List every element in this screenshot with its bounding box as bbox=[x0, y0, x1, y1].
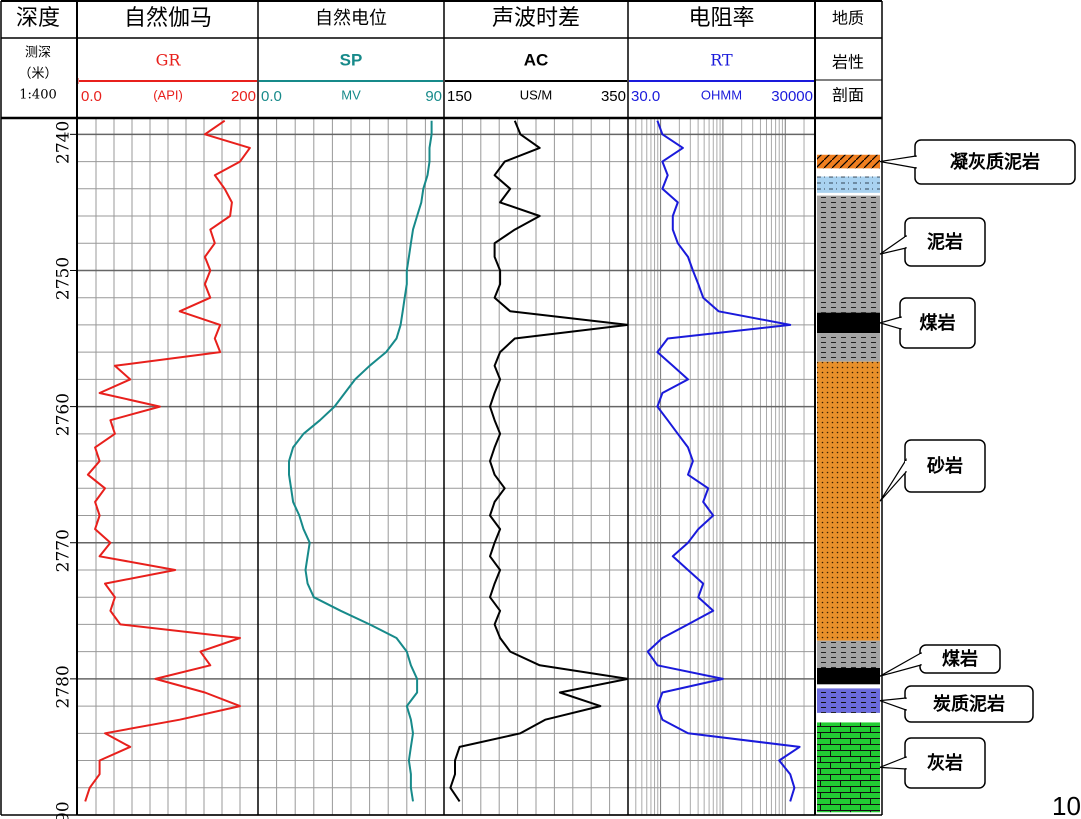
scale-label: 0.0 bbox=[81, 88, 102, 105]
callout-label: 炭质泥岩 bbox=[933, 693, 1005, 714]
page-number: 10 bbox=[1052, 791, 1081, 819]
scale-label: 150 bbox=[447, 88, 472, 105]
callout-pointer bbox=[879, 651, 922, 677]
curve-name: SP bbox=[340, 50, 363, 69]
lithology-layer bbox=[817, 333, 880, 362]
scale-label: 30000 bbox=[771, 88, 813, 105]
unit-label: US/M bbox=[520, 87, 553, 102]
lithology-subtitle: 剖面 bbox=[832, 86, 864, 105]
depth-tick-label: 2760 bbox=[54, 393, 74, 436]
depth-subtitle: 1:400 bbox=[19, 88, 56, 103]
lithology-layer bbox=[817, 722, 880, 813]
lithology-layer bbox=[817, 361, 880, 641]
track-title: 自然伽马 bbox=[124, 6, 212, 31]
track-title: 自然电位 bbox=[315, 8, 387, 29]
callout-label: 灰岩 bbox=[927, 752, 963, 773]
track-title: 电阻率 bbox=[688, 6, 754, 31]
depth-tick-label: 2790 bbox=[54, 801, 74, 819]
lithology-subtitle: 岩性 bbox=[832, 53, 864, 72]
lithology-layer bbox=[817, 640, 880, 668]
lithology-layer bbox=[817, 312, 880, 334]
depth-tick-label: 2780 bbox=[54, 665, 74, 708]
log-curve bbox=[646, 120, 801, 802]
log-curve bbox=[288, 120, 433, 802]
unit-label: OHMM bbox=[701, 87, 742, 102]
depth-tick-label: 2750 bbox=[54, 257, 74, 300]
curve-name: RT bbox=[710, 51, 733, 70]
callout-pointer bbox=[879, 155, 917, 169]
callout-pointer bbox=[879, 234, 907, 255]
depth-tick-label: 2770 bbox=[54, 529, 74, 572]
callout-pointer bbox=[879, 756, 907, 770]
lithology-layer bbox=[817, 195, 880, 313]
depth-subtitle: （米） bbox=[18, 67, 57, 82]
log-curve bbox=[449, 120, 628, 802]
unit-label: (API) bbox=[153, 87, 183, 102]
callout-label: 煤岩 bbox=[920, 312, 956, 333]
depth-subtitle: 测深 bbox=[25, 46, 51, 61]
lithology-layer bbox=[817, 154, 880, 169]
scale-label: 200 bbox=[231, 88, 256, 105]
depth-title: 深度 bbox=[16, 6, 60, 31]
lithology-title: 地质 bbox=[832, 9, 864, 28]
scale-label: 30.0 bbox=[631, 88, 660, 105]
unit-label: MV bbox=[341, 87, 361, 102]
log-curve bbox=[84, 119, 251, 802]
depth-tick-label: 2740 bbox=[54, 121, 74, 164]
callout-label: 凝灰质泥岩 bbox=[950, 151, 1040, 172]
callout-label: 煤岩 bbox=[942, 648, 978, 669]
scale-label: 90 bbox=[425, 88, 442, 105]
lithology-layer bbox=[817, 688, 880, 713]
scale-label: 350 bbox=[601, 88, 626, 105]
callout-label: 砂岩 bbox=[927, 455, 963, 476]
track-title: 声波时差 bbox=[492, 6, 580, 31]
callout-pointer bbox=[879, 697, 907, 711]
callout-label: 泥岩 bbox=[927, 231, 963, 252]
callout-pointer bbox=[877, 316, 902, 330]
lithology-layer bbox=[817, 667, 880, 685]
lithology-layer bbox=[817, 176, 880, 193]
scale-label: 0.0 bbox=[261, 88, 282, 105]
callout-pointer bbox=[879, 457, 907, 502]
curve-name: AC bbox=[524, 50, 549, 69]
curve-name: GR bbox=[156, 51, 182, 70]
